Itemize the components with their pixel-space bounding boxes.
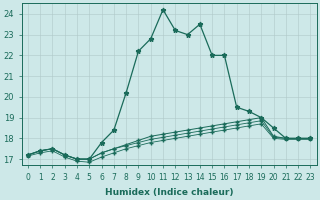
X-axis label: Humidex (Indice chaleur): Humidex (Indice chaleur) <box>105 188 233 197</box>
